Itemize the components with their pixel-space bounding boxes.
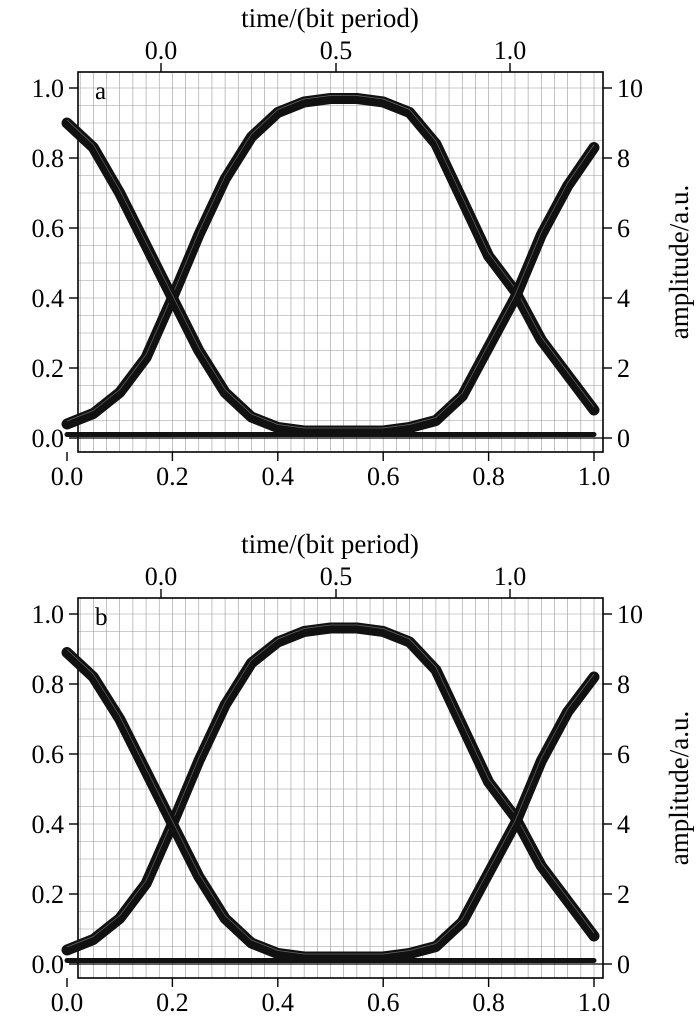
top-x-tick-label: 0.0 [145, 562, 178, 591]
bottom-x-tick-label: 0.0 [51, 462, 84, 491]
bottom-x-tick-label: 0.8 [472, 988, 505, 1017]
series-line [61, 647, 600, 963]
left-y-tick-label: 0.4 [32, 810, 65, 839]
series-line [61, 622, 600, 956]
right-y-axis-title: amplitude/a.u. [664, 711, 694, 865]
left-y-tick-label: 0.8 [32, 670, 65, 699]
right-y-tick-label: 0 [617, 950, 630, 979]
plot-frame [77, 597, 604, 979]
bottom-x-tick-label: 1.0 [578, 988, 611, 1017]
panel-b: 0.0 0.2 0.4 0.6 0.8 1.00.00.20.40.60.81.00246… [32, 529, 695, 1017]
top-x-axis-title: time/(bit period) [241, 529, 419, 559]
left-y-tick-label: 0.2 [32, 880, 65, 909]
left-y-tick-label: 1.0 [32, 74, 65, 103]
right-y-tick-label: 4 [617, 284, 630, 313]
bottom-x-tick-label: 1.0 [578, 462, 611, 491]
top-x-axis-title: time/(bit period) [241, 3, 419, 33]
series-line [61, 117, 600, 437]
right-y-tick-label: 4 [617, 810, 630, 839]
bottom-x-tick-label: 0.8 [472, 462, 505, 491]
left-y-tick-label: 0.6 [32, 740, 65, 769]
top-x-tick-label: 0.5 [320, 562, 353, 591]
left-y-tick-label: 0.8 [32, 144, 65, 173]
left-y-tick-label: 0.0 [32, 424, 65, 453]
top-x-tick-label: 1.0 [494, 36, 527, 65]
panel-a: 0.0 0.2 0.4 0.6 0.8 1.00.00.20.40.60.81.00246… [32, 3, 695, 491]
right-y-tick-label: 8 [617, 670, 630, 699]
top-x-tick-label: 0.0 [145, 36, 178, 65]
top-x-tick-label: 0.5 [320, 36, 353, 65]
bottom-x-tick-label: 0.6 [367, 462, 400, 491]
bottom-x-tick-label: 0.4 [262, 462, 295, 491]
series-trace-highlight [66, 624, 595, 948]
right-y-axis-title: amplitude/a.u. [664, 185, 694, 339]
series-line [61, 93, 600, 430]
left-y-tick-label: 0.4 [32, 284, 65, 313]
bottom-x-tick-label: 0.2 [156, 462, 189, 491]
series-trace-highlight [66, 95, 595, 422]
right-y-tick-label: 6 [617, 214, 630, 243]
bottom-x-tick-label: 0.6 [367, 988, 400, 1017]
right-y-tick-label: 10 [617, 74, 643, 103]
right-y-tick-label: 2 [617, 880, 630, 909]
top-x-tick-label: 1.0 [494, 562, 527, 591]
panel-letter: b [95, 604, 108, 631]
right-y-tick-label: 10 [617, 600, 643, 629]
right-y-tick-label: 6 [617, 740, 630, 769]
panel-letter: a [95, 78, 106, 105]
right-y-tick-label: 0 [617, 424, 630, 453]
left-y-tick-label: 0.2 [32, 354, 65, 383]
bottom-x-tick-label: 0.0 [51, 988, 84, 1017]
right-y-tick-label: 8 [617, 144, 630, 173]
left-y-tick-label: 0.6 [32, 214, 65, 243]
left-y-tick-label: 0.0 [32, 950, 65, 979]
plot-frame [77, 71, 604, 453]
bottom-x-tick-label: 0.4 [262, 988, 295, 1017]
left-y-tick-label: 1.0 [32, 600, 65, 629]
series-trace-highlight [66, 649, 595, 955]
right-y-tick-label: 2 [617, 354, 630, 383]
series-trace-highlight [66, 119, 595, 429]
bottom-x-tick-label: 0.2 [156, 988, 189, 1017]
